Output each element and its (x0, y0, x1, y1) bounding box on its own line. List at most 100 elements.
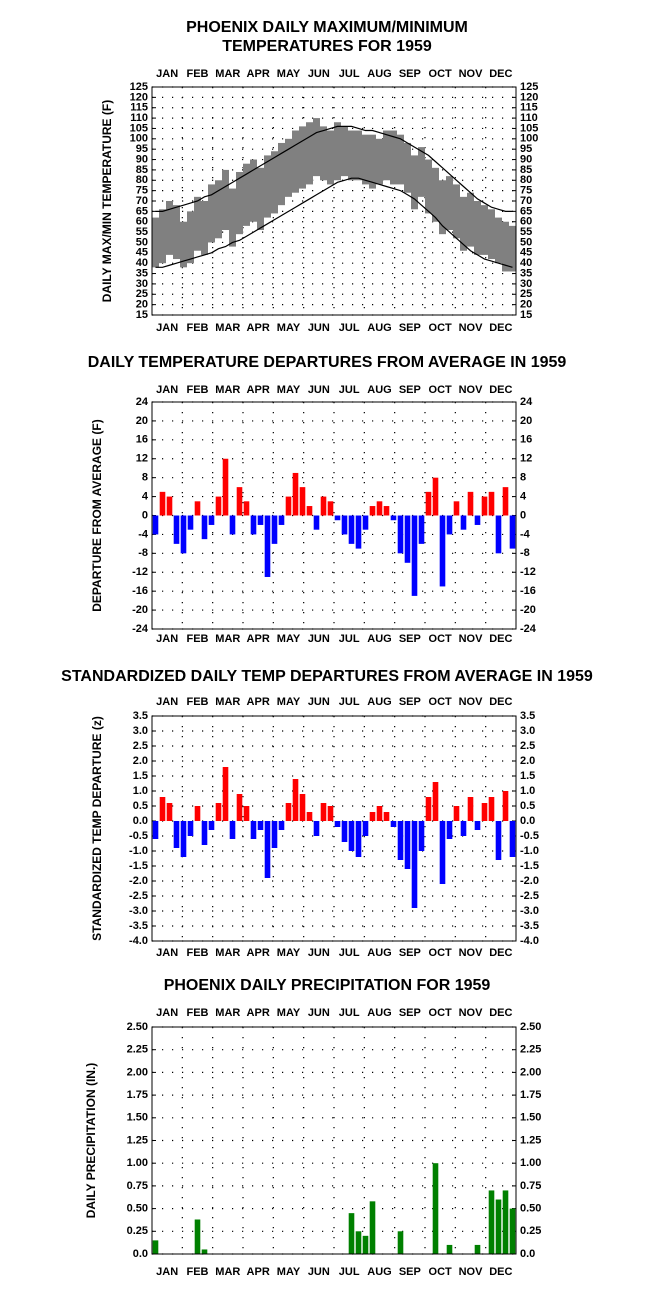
y-tick-label: 1.0 (133, 785, 148, 797)
x-tick-label: MAY (277, 947, 301, 959)
bar (481, 496, 488, 516)
bar (292, 472, 299, 516)
x-tick-label: SEP (399, 1007, 421, 1019)
bar (502, 791, 509, 821)
temp-range (250, 159, 257, 222)
bar (369, 1201, 376, 1254)
y-tick-label: 2.5 (133, 740, 148, 752)
bar (418, 515, 425, 544)
x-tick-label: JUL (339, 947, 360, 959)
y-tick-label: 90 (520, 153, 532, 165)
bar (299, 794, 306, 821)
bar (243, 806, 250, 821)
bar (474, 821, 481, 830)
y-tick-label: -24 (132, 623, 149, 635)
y-tick-label: 95 (520, 143, 532, 155)
temp-range (474, 201, 481, 255)
temp-range (313, 118, 320, 177)
x-tick-label: NOV (459, 947, 484, 959)
y-tick-label: 25 (136, 288, 148, 300)
x-tick-label: MAY (277, 696, 301, 708)
y-tick-label: 2.25 (127, 1044, 148, 1056)
y-tick-label: -24 (520, 623, 537, 635)
bar (320, 496, 327, 516)
x-tick-label: MAY (277, 633, 301, 645)
y-tick-label: 15 (136, 309, 148, 321)
bar (341, 821, 348, 842)
y-tick-label: 24 (520, 396, 533, 408)
bar (509, 821, 516, 857)
temp-range (404, 142, 411, 193)
bar (201, 1249, 208, 1254)
temp-range (208, 184, 215, 243)
temp-range (257, 167, 264, 231)
x-tick-label: MAR (215, 322, 240, 334)
chart-title: PHOENIX DAILY MAXIMUM/MINIMUM (186, 19, 468, 36)
bar (467, 797, 474, 821)
y-tick-label: 55 (520, 226, 532, 238)
x-tick-label: JUN (308, 68, 330, 80)
bar (467, 491, 474, 516)
x-tick-label: JUN (308, 1007, 330, 1019)
y-tick-label: 65 (520, 205, 532, 217)
y-tick-label: 115 (520, 102, 538, 114)
y-tick-label: -3.5 (129, 920, 148, 932)
y-tick-label: 1.75 (127, 1089, 148, 1101)
y-tick-label: -8 (520, 547, 530, 559)
bar (215, 803, 222, 821)
x-tick-label: MAR (215, 384, 240, 396)
x-tick-label: AUG (367, 322, 391, 334)
bar (446, 515, 453, 535)
x-tick-label: SEP (399, 322, 421, 334)
y-tick-label: 1.50 (520, 1112, 541, 1124)
plot-frame (151, 86, 517, 316)
y-tick-label: -3.5 (520, 920, 539, 932)
x-tick-label: MAY (277, 1007, 301, 1019)
x-tick-label: AUG (367, 1007, 391, 1019)
bar (495, 515, 502, 554)
y-tick-label: 55 (136, 226, 148, 238)
x-tick-label: SEP (399, 947, 421, 959)
bar (383, 812, 390, 821)
y-tick-label: 0.0 (133, 815, 148, 827)
temp-range (292, 130, 299, 193)
y-tick-label: 0.50 (520, 1203, 541, 1215)
temp-range (194, 196, 201, 251)
temp-range (320, 126, 327, 181)
y-tick-label: 2.0 (133, 755, 148, 767)
bar (355, 515, 362, 549)
bar (355, 1231, 362, 1254)
temp-range (453, 184, 460, 239)
y-tick-label: 85 (520, 164, 532, 176)
bar (166, 803, 173, 821)
x-tick-label: FEB (187, 384, 209, 396)
bar (313, 515, 320, 530)
x-tick-label: JAN (156, 947, 178, 959)
plot-frame (151, 1026, 517, 1255)
temp-range (201, 201, 208, 255)
bar (362, 821, 369, 836)
bar (299, 487, 306, 516)
bar (264, 821, 271, 878)
x-tick-label: MAR (215, 947, 240, 959)
y-tick-label: 12 (520, 453, 532, 465)
x-tick-label: JUN (308, 696, 330, 708)
y-tick-label: 1.25 (520, 1134, 541, 1146)
bar (194, 806, 201, 821)
y-tick-label: 12 (136, 453, 148, 465)
bar (495, 821, 502, 860)
bar (152, 515, 159, 535)
bar (215, 496, 222, 516)
temp-range (460, 196, 467, 251)
bar (292, 779, 299, 821)
x-tick-label: SEP (399, 633, 421, 645)
y-tick-label: 3.0 (520, 725, 535, 737)
y-tick-label: 115 (130, 102, 148, 114)
y-tick-label: -4.0 (129, 935, 148, 947)
temp-range (299, 126, 306, 189)
bar (229, 821, 236, 839)
normal-line (155, 177, 513, 268)
x-tick-label: SEP (399, 384, 421, 396)
x-tick-label: OCT (429, 1266, 453, 1278)
y-tick-label: 120 (130, 91, 148, 103)
